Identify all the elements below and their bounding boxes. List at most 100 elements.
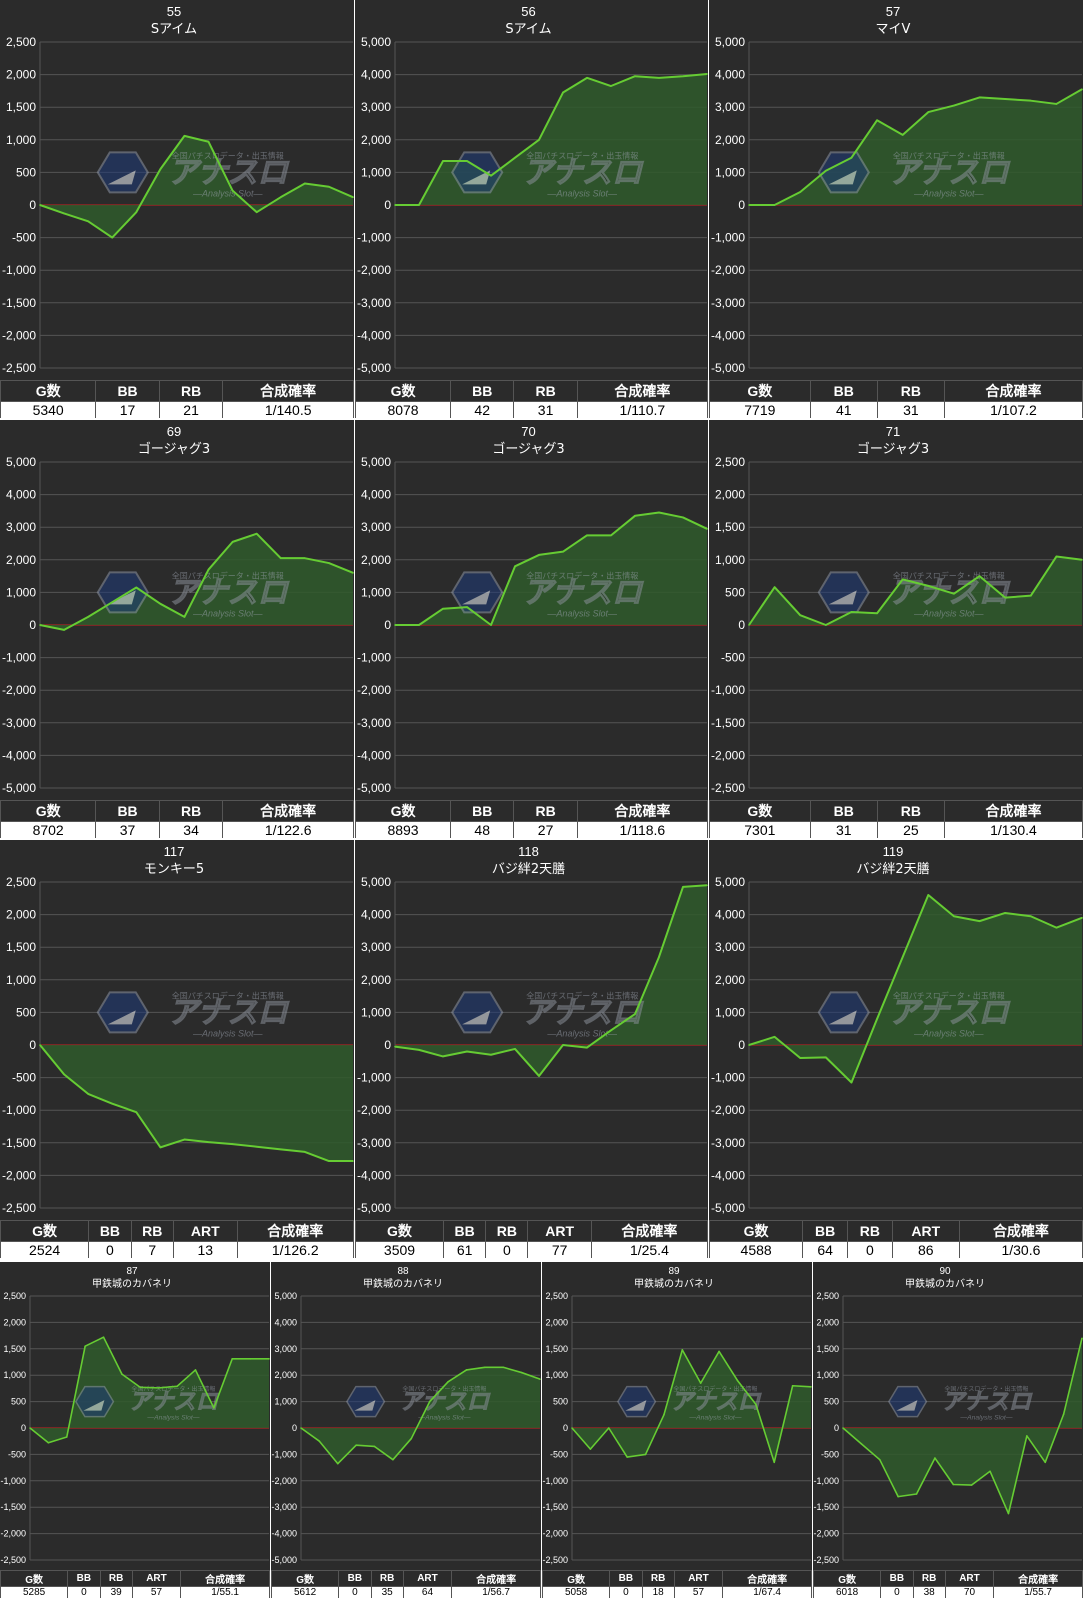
data-point <box>718 1350 720 1353</box>
stats-header-row: G数 BB RB ART 合成確率 <box>355 1220 708 1242</box>
stats-value-cell: 13 <box>172 1241 238 1258</box>
y-tick-label: 1,500 <box>3 1344 26 1354</box>
y-tick-label: 0 <box>834 1423 839 1433</box>
stats-value-row: 6018 0 38 70 1/55.7 <box>813 1586 1083 1598</box>
series-area <box>843 1338 1082 1514</box>
series-area <box>572 1349 811 1463</box>
y-tick-label: -1,000 <box>542 1476 568 1486</box>
profit-chart: 118 バジ絆2天膳 5,000 4,000 3,000 2,000 1,000 0 -1,00… <box>357 844 708 1215</box>
data-point <box>1081 88 1083 91</box>
stats-value-cell: 57 <box>673 1586 724 1598</box>
stats-value-cell: 17 <box>95 401 160 418</box>
stats-value-row: 7301 31 25 1/130.4 <box>709 821 1083 838</box>
y-tick-label: -5,000 <box>711 1201 745 1215</box>
data-point <box>255 532 258 535</box>
data-point <box>442 1055 444 1058</box>
stats-header-cell: BB <box>95 800 160 822</box>
logo-shard-icon <box>107 1010 136 1025</box>
y-tick-label: 3,000 <box>361 520 391 534</box>
machine-number: 71 <box>886 424 900 439</box>
stats-header-cell: BB <box>442 1220 487 1242</box>
data-point <box>336 1462 339 1465</box>
data-point <box>850 611 853 613</box>
stats-header-cell: G数 <box>542 1570 611 1587</box>
stats-header-row: G数 BB RB ART 合成確率 <box>813 1570 1083 1587</box>
stats-value-cell: 1/118.6 <box>576 821 708 838</box>
logo-hex-icon <box>96 151 149 194</box>
stats-header-cell: RB <box>641 1570 675 1587</box>
y-tick-label: 1,000 <box>6 973 36 987</box>
profit-chart: 117 モンキー5 2,500 2,000 1,500 1,000 500 0 -500 -1,0… <box>2 844 354 1215</box>
data-point <box>562 1044 564 1046</box>
data-point <box>953 104 955 107</box>
stats-header-cell: ART <box>673 1570 724 1587</box>
data-point <box>810 1386 812 1388</box>
y-tick-label: 2,000 <box>545 1317 568 1327</box>
y-tick-label: 2,000 <box>6 68 36 82</box>
data-point <box>194 1369 197 1371</box>
y-tick-label: -5,000 <box>711 361 745 375</box>
stats-header-cell: 合成確率 <box>576 800 708 822</box>
data-point <box>231 189 234 192</box>
data-point <box>682 516 684 519</box>
data-point <box>607 1427 610 1429</box>
stats-header-cell: RB <box>847 1220 893 1242</box>
y-tick-label: -1,000 <box>2 263 36 277</box>
watermark-tagline: 全国パチスロデータ・出玉情報 <box>172 150 284 160</box>
y-tick-label: 0 <box>29 1038 36 1052</box>
y-tick-label: -1,500 <box>813 1502 839 1512</box>
data-point <box>418 1049 420 1051</box>
data-point <box>915 1493 918 1495</box>
data-point <box>1081 559 1083 561</box>
stats-value-cell: 8702 <box>0 821 97 838</box>
y-tick-label: 2,000 <box>715 973 745 987</box>
data-point <box>394 1045 396 1048</box>
y-tick-label: 0 <box>29 198 36 212</box>
data-point <box>825 624 827 626</box>
data-point <box>65 1436 68 1438</box>
data-point <box>373 1445 376 1448</box>
stats-value-cell: 42 <box>450 401 515 418</box>
y-tick-label: -2,500 <box>2 361 36 375</box>
y-tick-label: -1,500 <box>711 716 745 730</box>
series-line <box>300 1366 541 1465</box>
data-point <box>953 915 955 918</box>
stats-value-cell: 5340 <box>0 401 97 418</box>
data-point <box>465 1369 468 1371</box>
data-point <box>876 612 878 615</box>
watermark-tagline: 全国パチスロデータ・出玉情報 <box>893 570 1005 580</box>
y-tick-label: 0 <box>738 1038 745 1052</box>
y-tick-label: 1,000 <box>545 1370 568 1380</box>
stats-header-cell: G数 <box>0 1570 69 1587</box>
stats-header-cell: G数 <box>709 380 811 402</box>
y-tick-label: 1,000 <box>3 1370 26 1380</box>
data-point <box>87 220 89 223</box>
y-tick-label: -4,000 <box>711 1168 745 1182</box>
data-point <box>571 1427 573 1429</box>
stats-header-cell: ART <box>527 1220 592 1242</box>
data-point <box>773 204 776 206</box>
watermark-sub: —Analysis Slot— <box>192 1028 264 1038</box>
y-tick-label: 1,500 <box>6 100 36 114</box>
stats-value-cell: 6018 <box>813 1586 882 1598</box>
y-tick-label: -2,000 <box>357 263 391 277</box>
stats-value-cell: 1/126.2 <box>236 1241 354 1258</box>
profit-chart: 70 ゴージャグ3 5,000 4,000 3,000 2,000 1,000 0 -1,000… <box>357 424 708 795</box>
machine-panel: 88 甲鉄城のカバネリ 5,000 4,000 3,000 2,000 1,000 0 -1,0… <box>271 1262 541 1598</box>
y-tick-label: 500 <box>824 1397 839 1407</box>
data-point <box>428 1400 431 1403</box>
stats-value-cell: 7301 <box>709 821 811 838</box>
stats-value-cell: 0 <box>609 1586 643 1598</box>
y-tick-label: 4,000 <box>274 1317 297 1327</box>
watermark-brand: アナスロ <box>168 575 289 610</box>
stats-header-row: G数 BB RB ART 合成確率 <box>0 1220 354 1242</box>
stats-header-cell: 合成確率 <box>722 1570 812 1587</box>
data-point <box>318 1440 321 1442</box>
y-tick-label: -3,000 <box>357 1136 391 1150</box>
data-point <box>1004 98 1006 100</box>
stats-value-cell: 8893 <box>355 821 452 838</box>
data-point <box>927 894 930 896</box>
data-point <box>159 1146 162 1149</box>
stats-table: G数 BB RB ART 合成確率 5058 0 18 57 1/67.4 <box>542 1570 812 1598</box>
data-point <box>934 1457 936 1459</box>
